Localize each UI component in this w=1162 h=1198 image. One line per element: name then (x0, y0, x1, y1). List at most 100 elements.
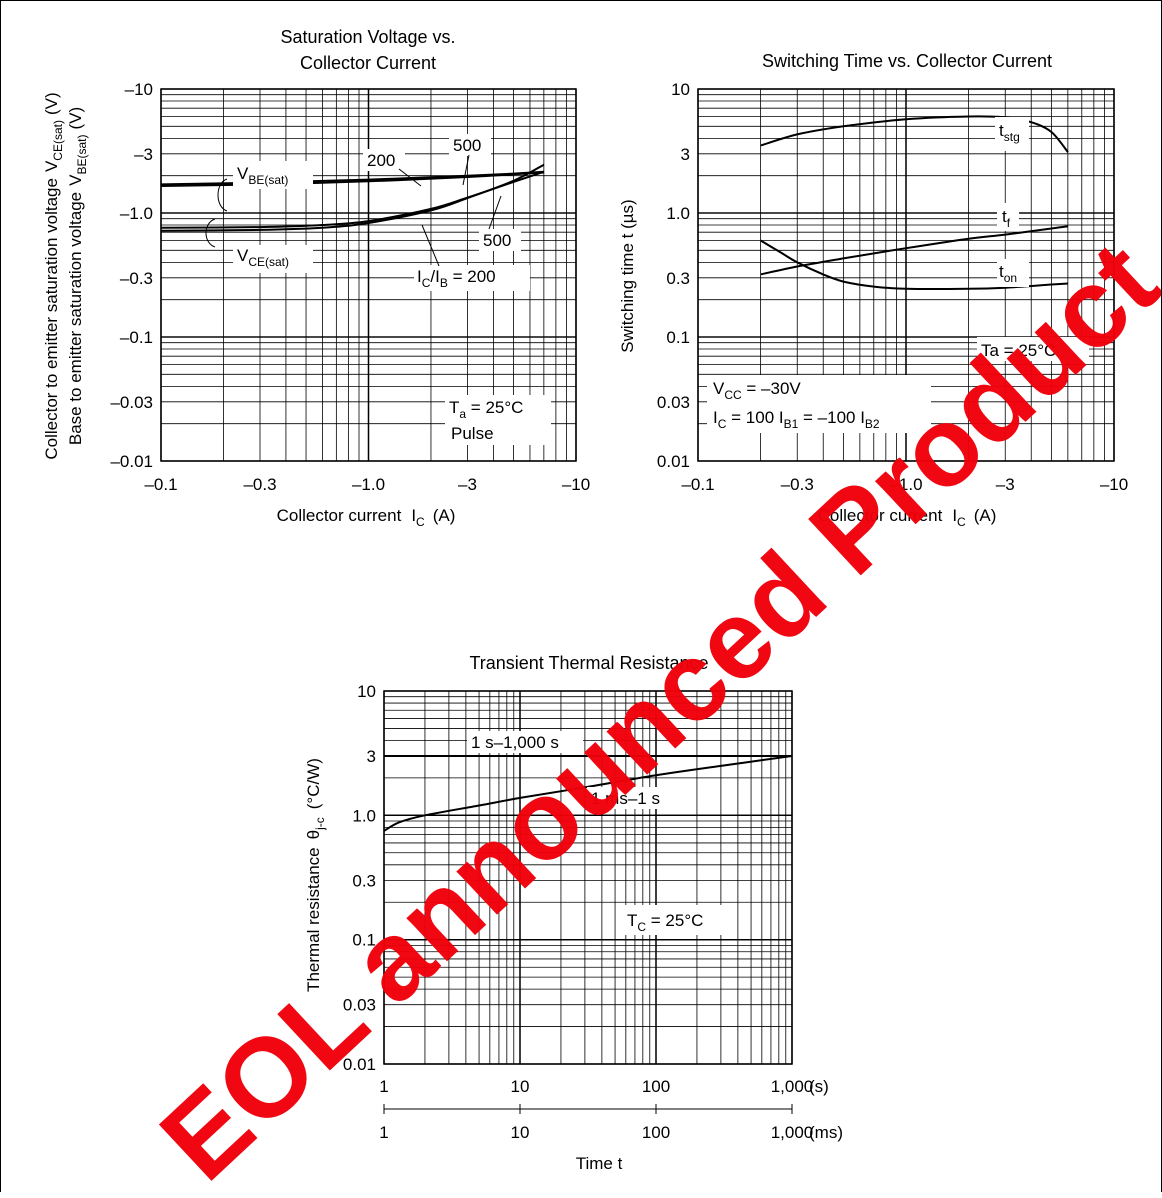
x-tick-label: –10 (1100, 475, 1128, 494)
chart-switching-time: Switching Time vs. Collector Current –0.… (618, 51, 1128, 529)
chart1-title-line1: Saturation Voltage vs. (280, 27, 455, 47)
chart1-y-ticks: –10 –3 –1.0 –0.3 –0.1 –0.03 –0.01 (110, 80, 153, 471)
y-tick-label: 0.03 (657, 393, 690, 412)
chart1-ta-label: Ta = 25°C (449, 398, 523, 421)
y-tick-label: 0.01 (343, 1055, 376, 1074)
chart1-vce-label-bg (233, 245, 313, 273)
chart1-label-500-top-bg (449, 134, 491, 156)
y-tick-label: –0.03 (110, 393, 153, 412)
chart1-title-line2: Collector Current (300, 53, 436, 73)
chart3-title: Transient Thermal Resistance (469, 653, 708, 673)
svg-text:Thermal resistanceθj-c(°C/W): Thermal resistanceθj-c(°C/W) (304, 758, 327, 992)
chart1-x-axis-label: Collector current IC (A) (277, 506, 456, 529)
chart3-x-unit-s: (s) (809, 1077, 829, 1096)
x-tick-label: –3 (458, 475, 477, 494)
y-tick-label: –0.01 (110, 452, 153, 471)
chart2-tstg-label: tstg (999, 121, 1020, 144)
plot-frame (383, 690, 793, 1065)
chart1-x-ticks: –0.1 –0.3 –1.0 –3 –10 (144, 475, 590, 494)
chart1-y-axis-label-1: Collector to emitter saturation voltageV… (42, 92, 65, 459)
chart3-y-ticks: 10 3 1.0 0.3 0.1 0.03 0.01 (343, 682, 376, 1074)
plot-frame (697, 88, 1115, 462)
ms-scale-tick-label: 10 (511, 1123, 530, 1142)
chart1-leader-500-bottom (488, 195, 502, 230)
y-tick-label: 0.1 (666, 328, 690, 347)
chart2-ta-label: Ta = 25°C (981, 341, 1056, 360)
chart3-series1-label-bg (467, 731, 583, 753)
ms-scale-tick-label: 1,000 (771, 1123, 814, 1142)
chart1-label-200-top-bg (363, 149, 405, 171)
x-tick-label: –3 (996, 475, 1015, 494)
y-tick-label: –1.0 (120, 204, 153, 223)
x-tick-label: –0.1 (681, 475, 714, 494)
x-tick-label: –0.3 (781, 475, 814, 494)
chart1-ratio-label: IC/IB = 200 (417, 267, 496, 290)
chart2-y-axis-label: Switching time t (µs) (618, 199, 637, 352)
x-tick-label: –1.0 (889, 475, 922, 494)
series-line-3 (160, 170, 545, 229)
chart2-y-ticks: 10 3 1.0 0.3 0.1 0.03 0.01 (657, 80, 690, 471)
chart1-leader-ratio (421, 224, 440, 267)
y-tick-label: 0.1 (352, 931, 376, 950)
chart2-title: Switching Time vs. Collector Current (762, 51, 1052, 71)
chart1-vbe-label-bg (233, 161, 313, 189)
chart2-tf-label: tf (1002, 207, 1011, 230)
chart1-label-500-bottom-bg (479, 229, 521, 251)
y-tick-label: 1.0 (352, 806, 376, 825)
chart1-label-500-bottom: 500 (483, 231, 511, 250)
x-tick-label: 1,000 (771, 1077, 814, 1096)
y-tick-label: –3 (134, 145, 153, 164)
series-line-1 (760, 225, 1069, 276)
chart3-x-ticks: 1 10 100 1,000 (379, 1077, 813, 1096)
chart1-label-200-top: 200 (367, 151, 395, 170)
chart3-series1-label: 1 s–1,000 s (471, 733, 559, 752)
chart2-vcc-label: VCC = –30V (713, 379, 801, 402)
y-tick-label: 3 (367, 747, 376, 766)
chart1-vce-label: VCE(sat) (237, 246, 289, 269)
y-tick-label: –0.1 (120, 328, 153, 347)
y-tick-label: 1.0 (666, 204, 690, 223)
chart2-x-ticks: –0.1 –0.3 –1.0 –3 –10 (681, 475, 1128, 494)
chart3-y-axis-label: Thermal resistanceθj-c(°C/W) (304, 758, 327, 992)
chart1-leader-200-top (398, 168, 422, 187)
chart3-x-axis-label: Time t (576, 1154, 623, 1173)
svg-text:Base to emitter saturation vol: Base to emitter saturation voltageVBE(sa… (66, 107, 89, 445)
chart3-x-unit-ms: (ms) (809, 1123, 843, 1142)
chart2-condition-box (707, 375, 931, 433)
x-tick-label: 100 (642, 1077, 670, 1096)
plot-frame (160, 88, 577, 462)
svg-text:Switching time t (µs): Switching time t (µs) (618, 199, 637, 352)
y-tick-label: –0.3 (120, 269, 153, 288)
x-tick-label: –1.0 (352, 475, 385, 494)
chart1-vbe-label: VBE(sat) (237, 164, 288, 187)
chart1-leader-500-top (462, 154, 470, 186)
chart3-tc-label-bg (623, 905, 733, 935)
y-tick-label: 3 (681, 145, 690, 164)
chart1-label-500-top: 500 (453, 136, 481, 155)
chart3-tc-label: TC = 25°C (627, 911, 703, 934)
chart-saturation-voltage: Saturation Voltage vs. Collector Current… (42, 27, 590, 529)
x-tick-label: –0.3 (243, 475, 276, 494)
chart1-pulse-label: Pulse (451, 424, 494, 443)
chart2-tf-label-bg (997, 203, 1019, 231)
chart2-x-axis-label: Collector current IC (A) (818, 506, 997, 529)
y-tick-label: 0.3 (352, 871, 376, 890)
chart1-y-axis-label-2: Base to emitter saturation voltageVBE(sa… (66, 107, 89, 445)
chart3-ms-scale-ticks: 1 10 100 1,000 (379, 1104, 813, 1142)
x-tick-label: –10 (562, 475, 590, 494)
ms-scale-tick-label: 1 (379, 1123, 388, 1142)
y-tick-label: 0.3 (666, 269, 690, 288)
y-tick-label: 10 (671, 80, 690, 99)
chart3-series (383, 754, 793, 832)
chart3-series2-label: 1 ms–1 s (591, 789, 660, 808)
y-tick-label: 10 (357, 682, 376, 701)
chart2-ton-label-bg (997, 259, 1029, 287)
chart2-ta-label-bg (977, 337, 1089, 361)
chart1-condition-box (445, 395, 551, 445)
x-tick-label: 1 (379, 1077, 388, 1096)
chart2-tstg-label-bg (995, 117, 1029, 151)
chart1-vbe-brace (217, 178, 228, 212)
svg-text:Collector to emitter saturatio: Collector to emitter saturation voltageV… (42, 92, 65, 459)
